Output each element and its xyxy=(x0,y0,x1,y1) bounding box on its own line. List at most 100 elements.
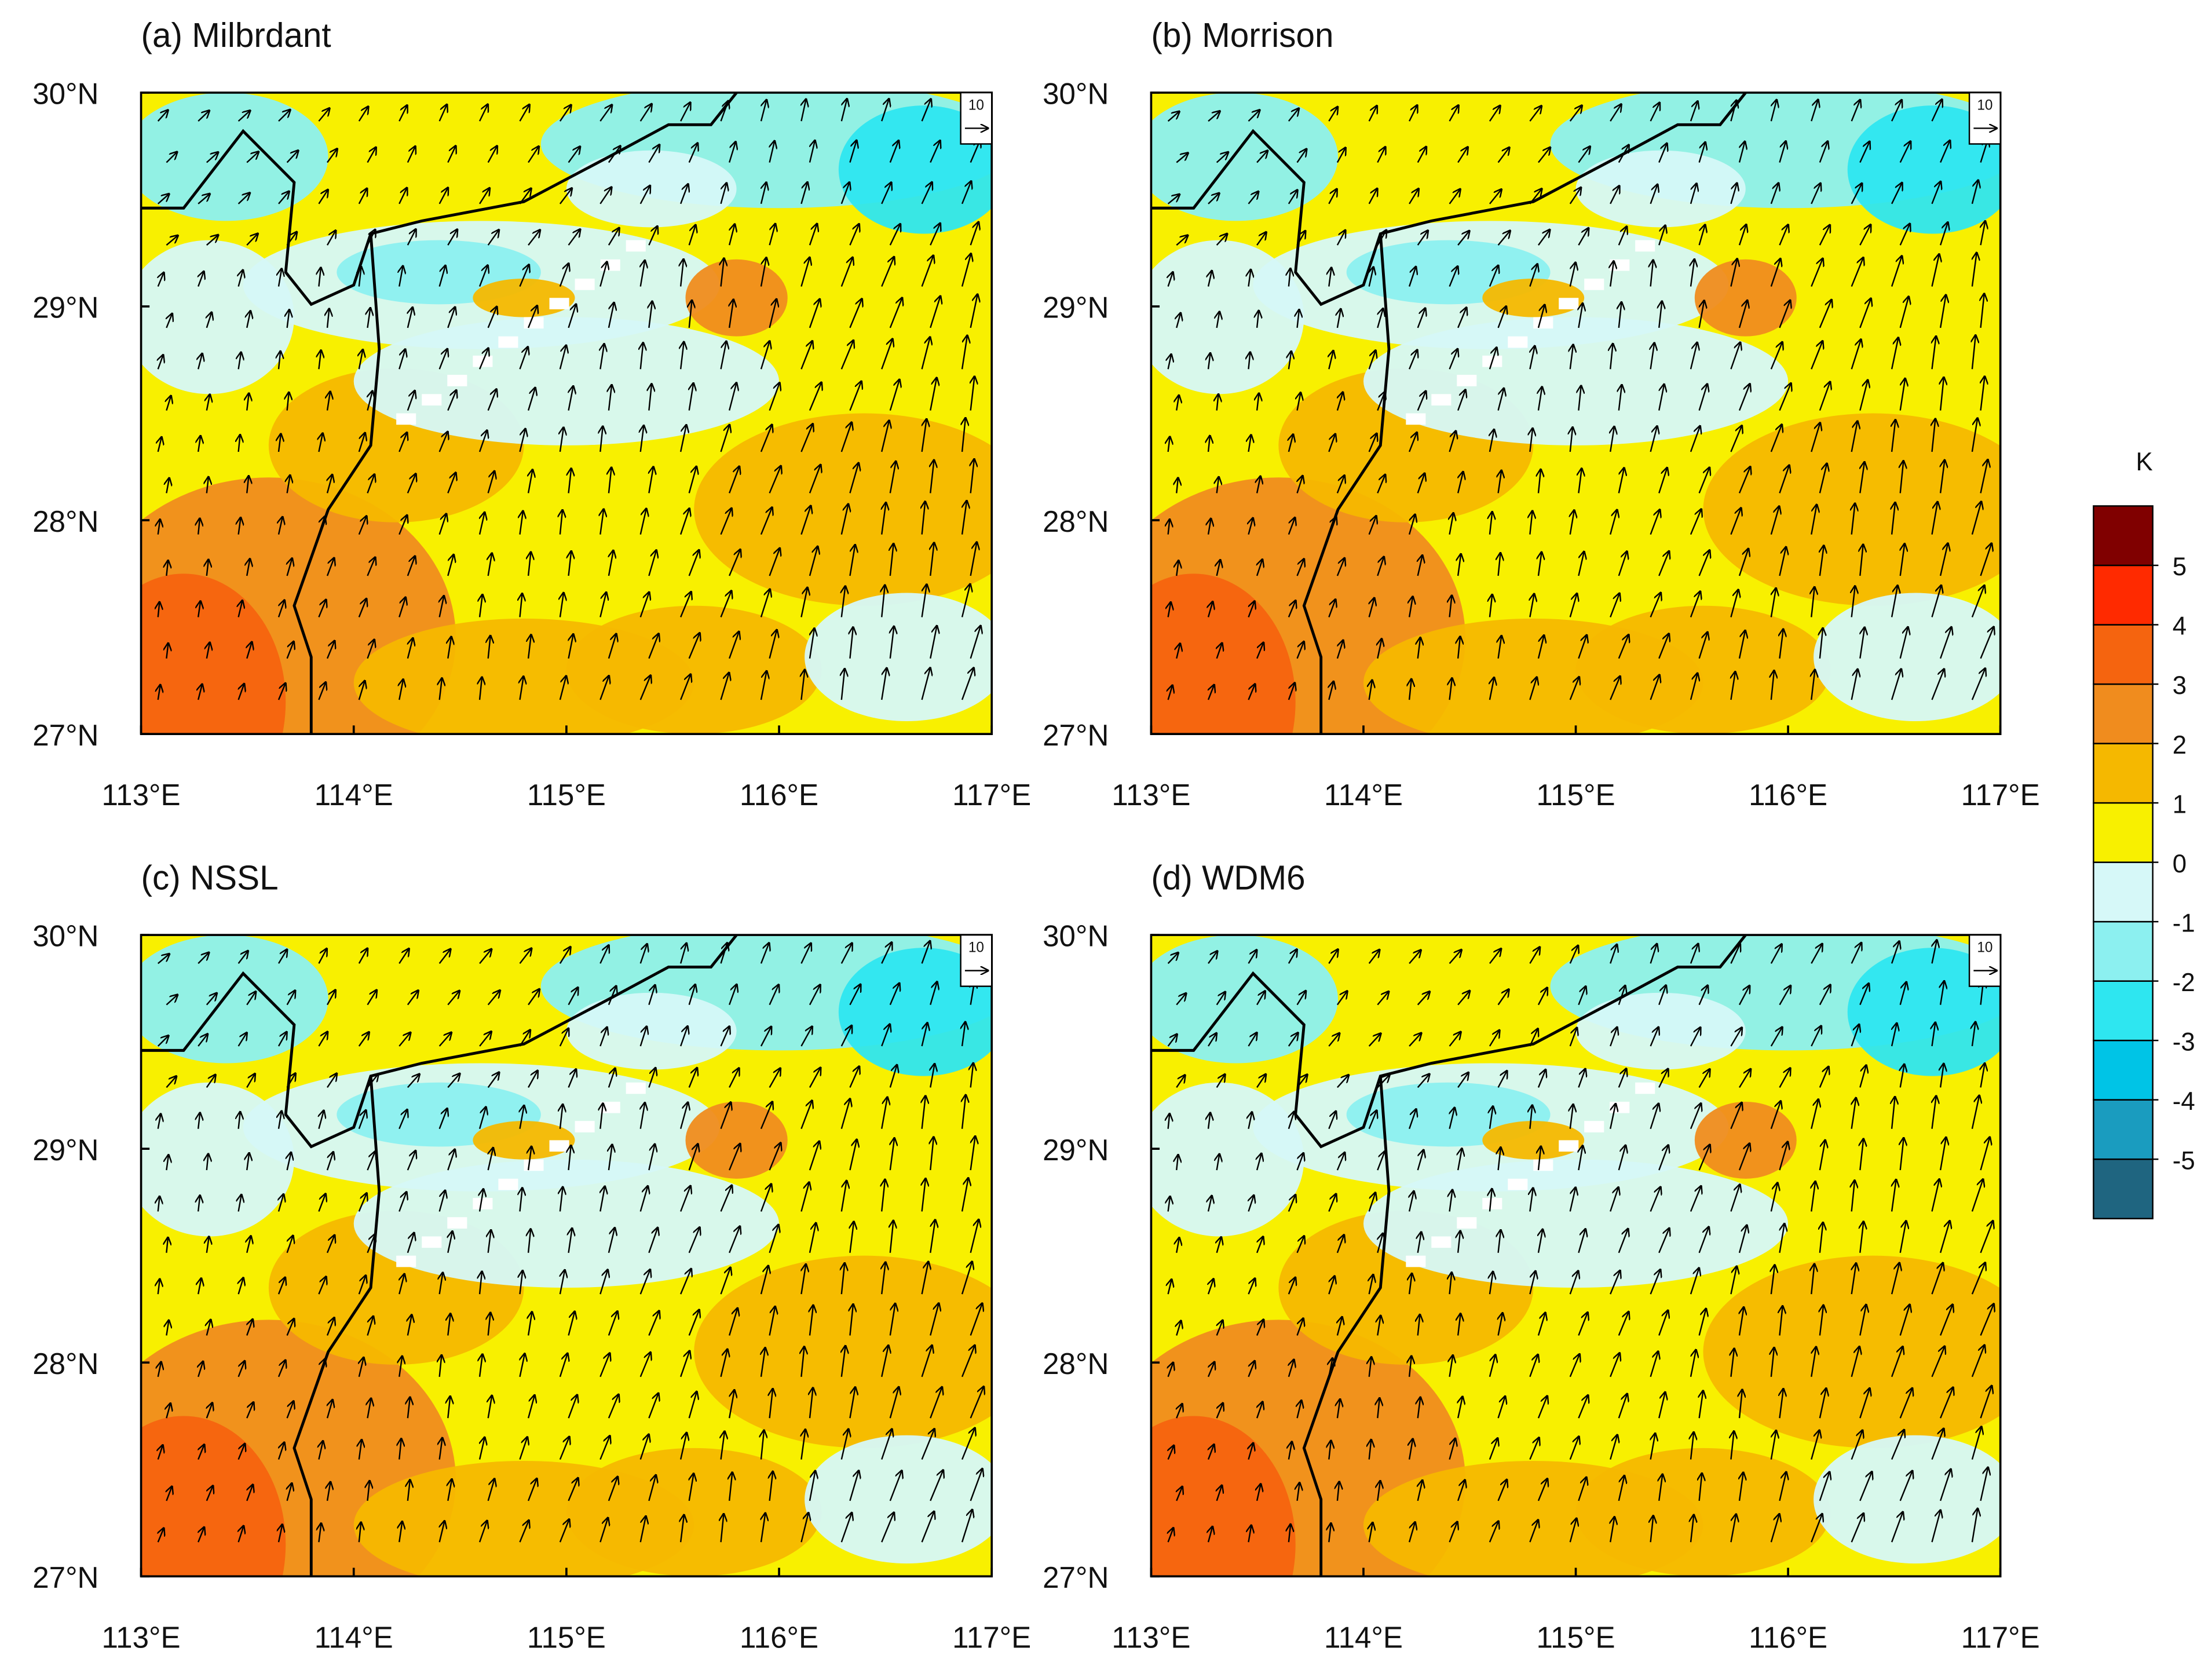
colorbar-tick-label: 5 xyxy=(2173,553,2187,581)
wind-vector xyxy=(1208,436,1210,452)
wind-vector xyxy=(198,272,203,287)
wind-vector xyxy=(447,230,457,246)
wind-vector xyxy=(358,949,367,964)
wind-vector xyxy=(158,1446,163,1460)
wind-vector xyxy=(1730,590,1738,617)
wind-vector xyxy=(1698,986,1708,1006)
wind-vector xyxy=(1981,294,1984,328)
wind-vector xyxy=(198,953,209,964)
wind-vector xyxy=(608,634,616,659)
wind-vector xyxy=(1449,432,1456,452)
wind-vector xyxy=(1651,261,1653,287)
wind-vector xyxy=(769,549,780,576)
wind-vector xyxy=(1932,941,1937,964)
field-patch xyxy=(1363,317,1789,445)
wind-vector xyxy=(407,391,415,411)
wind-vector xyxy=(648,1311,659,1336)
wind-vector xyxy=(921,1430,934,1460)
wind-vector xyxy=(1217,312,1220,328)
wind-vector xyxy=(367,1234,375,1254)
field-patch xyxy=(1694,259,1797,337)
wind-vector xyxy=(1296,642,1304,659)
wind-vector xyxy=(599,1028,606,1047)
wind-vector xyxy=(1449,106,1458,122)
wind-vector xyxy=(600,1187,605,1212)
wind-vector xyxy=(1498,636,1502,659)
wind-vector xyxy=(1256,232,1266,246)
wind-vector xyxy=(1257,477,1260,494)
colorbar-tick-label: 3 xyxy=(2173,671,2187,700)
wind-vector xyxy=(407,147,415,163)
wind-vector xyxy=(528,147,539,163)
wind-vector xyxy=(399,1439,401,1460)
wind-vector xyxy=(840,1026,851,1047)
wind-vector xyxy=(1730,426,1741,452)
wind-vector xyxy=(1490,678,1494,700)
x-tick-label: 117°E xyxy=(1961,778,2040,812)
wind-vector xyxy=(1578,147,1589,163)
wind-vector xyxy=(849,1067,859,1088)
wind-vector xyxy=(921,338,930,370)
wind-vector xyxy=(480,678,482,700)
wind-vector xyxy=(569,469,572,494)
wind-vector xyxy=(1208,602,1212,617)
wind-vector xyxy=(599,105,612,122)
wind-vector xyxy=(1449,267,1458,287)
wind-vector xyxy=(277,1361,286,1377)
wind-vector xyxy=(237,193,250,204)
wind-vector xyxy=(247,312,250,328)
wind-vector xyxy=(247,1320,253,1336)
x-tick-label: 114°E xyxy=(1324,1620,1403,1654)
wind-vector xyxy=(1859,299,1871,328)
colorbar-tick-label: 1 xyxy=(2173,790,2187,818)
wind-vector xyxy=(889,380,900,411)
wind-vector xyxy=(800,588,807,617)
wind-vector xyxy=(842,1263,844,1295)
wind-vector xyxy=(279,1443,284,1460)
y-tick-label: 29°N xyxy=(32,290,98,324)
wind-vector xyxy=(1168,355,1171,370)
wind-vector xyxy=(438,1109,447,1130)
wind-vector xyxy=(881,1098,887,1129)
wind-vector xyxy=(438,1033,451,1047)
wind-vector xyxy=(1651,344,1654,370)
wind-vector xyxy=(286,991,295,1006)
wind-vector xyxy=(1369,598,1374,617)
wind-vector xyxy=(850,628,853,659)
wind-vector xyxy=(447,390,456,411)
wind-vector xyxy=(1377,392,1384,411)
wind-vector xyxy=(649,302,652,328)
missing-patch xyxy=(447,1217,467,1229)
wind-vector xyxy=(720,1027,729,1047)
x-tick-label: 117°E xyxy=(952,1620,1031,1654)
panel-title: (a) Milbrdant xyxy=(141,17,331,54)
wind-vector xyxy=(247,1153,249,1171)
wind-vector xyxy=(198,354,202,370)
field-patch xyxy=(694,1255,992,1448)
wind-vector xyxy=(1168,603,1171,617)
wind-vector xyxy=(1931,255,1939,287)
wind-vector xyxy=(1208,519,1211,535)
wind-vector xyxy=(1288,950,1297,964)
wind-vector xyxy=(890,627,894,659)
wind-vector xyxy=(648,634,659,659)
wind-vector xyxy=(1891,183,1902,204)
wind-vector xyxy=(1819,382,1830,411)
wind-vector xyxy=(609,385,612,411)
wind-vector xyxy=(1619,303,1622,328)
wind-vector xyxy=(889,984,900,1006)
wind-vector xyxy=(207,560,209,576)
wind-vector xyxy=(559,1520,569,1543)
wind-vector xyxy=(367,991,376,1006)
field xyxy=(1151,935,2001,1577)
wind-vector xyxy=(930,141,939,163)
wind-vector xyxy=(1891,257,1902,287)
wind-vector xyxy=(478,349,488,370)
field-patch xyxy=(1575,1448,1831,1577)
wind-vector xyxy=(398,106,407,122)
wind-vector xyxy=(800,1183,809,1212)
wind-vector xyxy=(600,510,604,535)
wind-vector xyxy=(318,1194,325,1212)
wind-vector xyxy=(239,1278,243,1295)
wind-vector xyxy=(599,188,611,204)
